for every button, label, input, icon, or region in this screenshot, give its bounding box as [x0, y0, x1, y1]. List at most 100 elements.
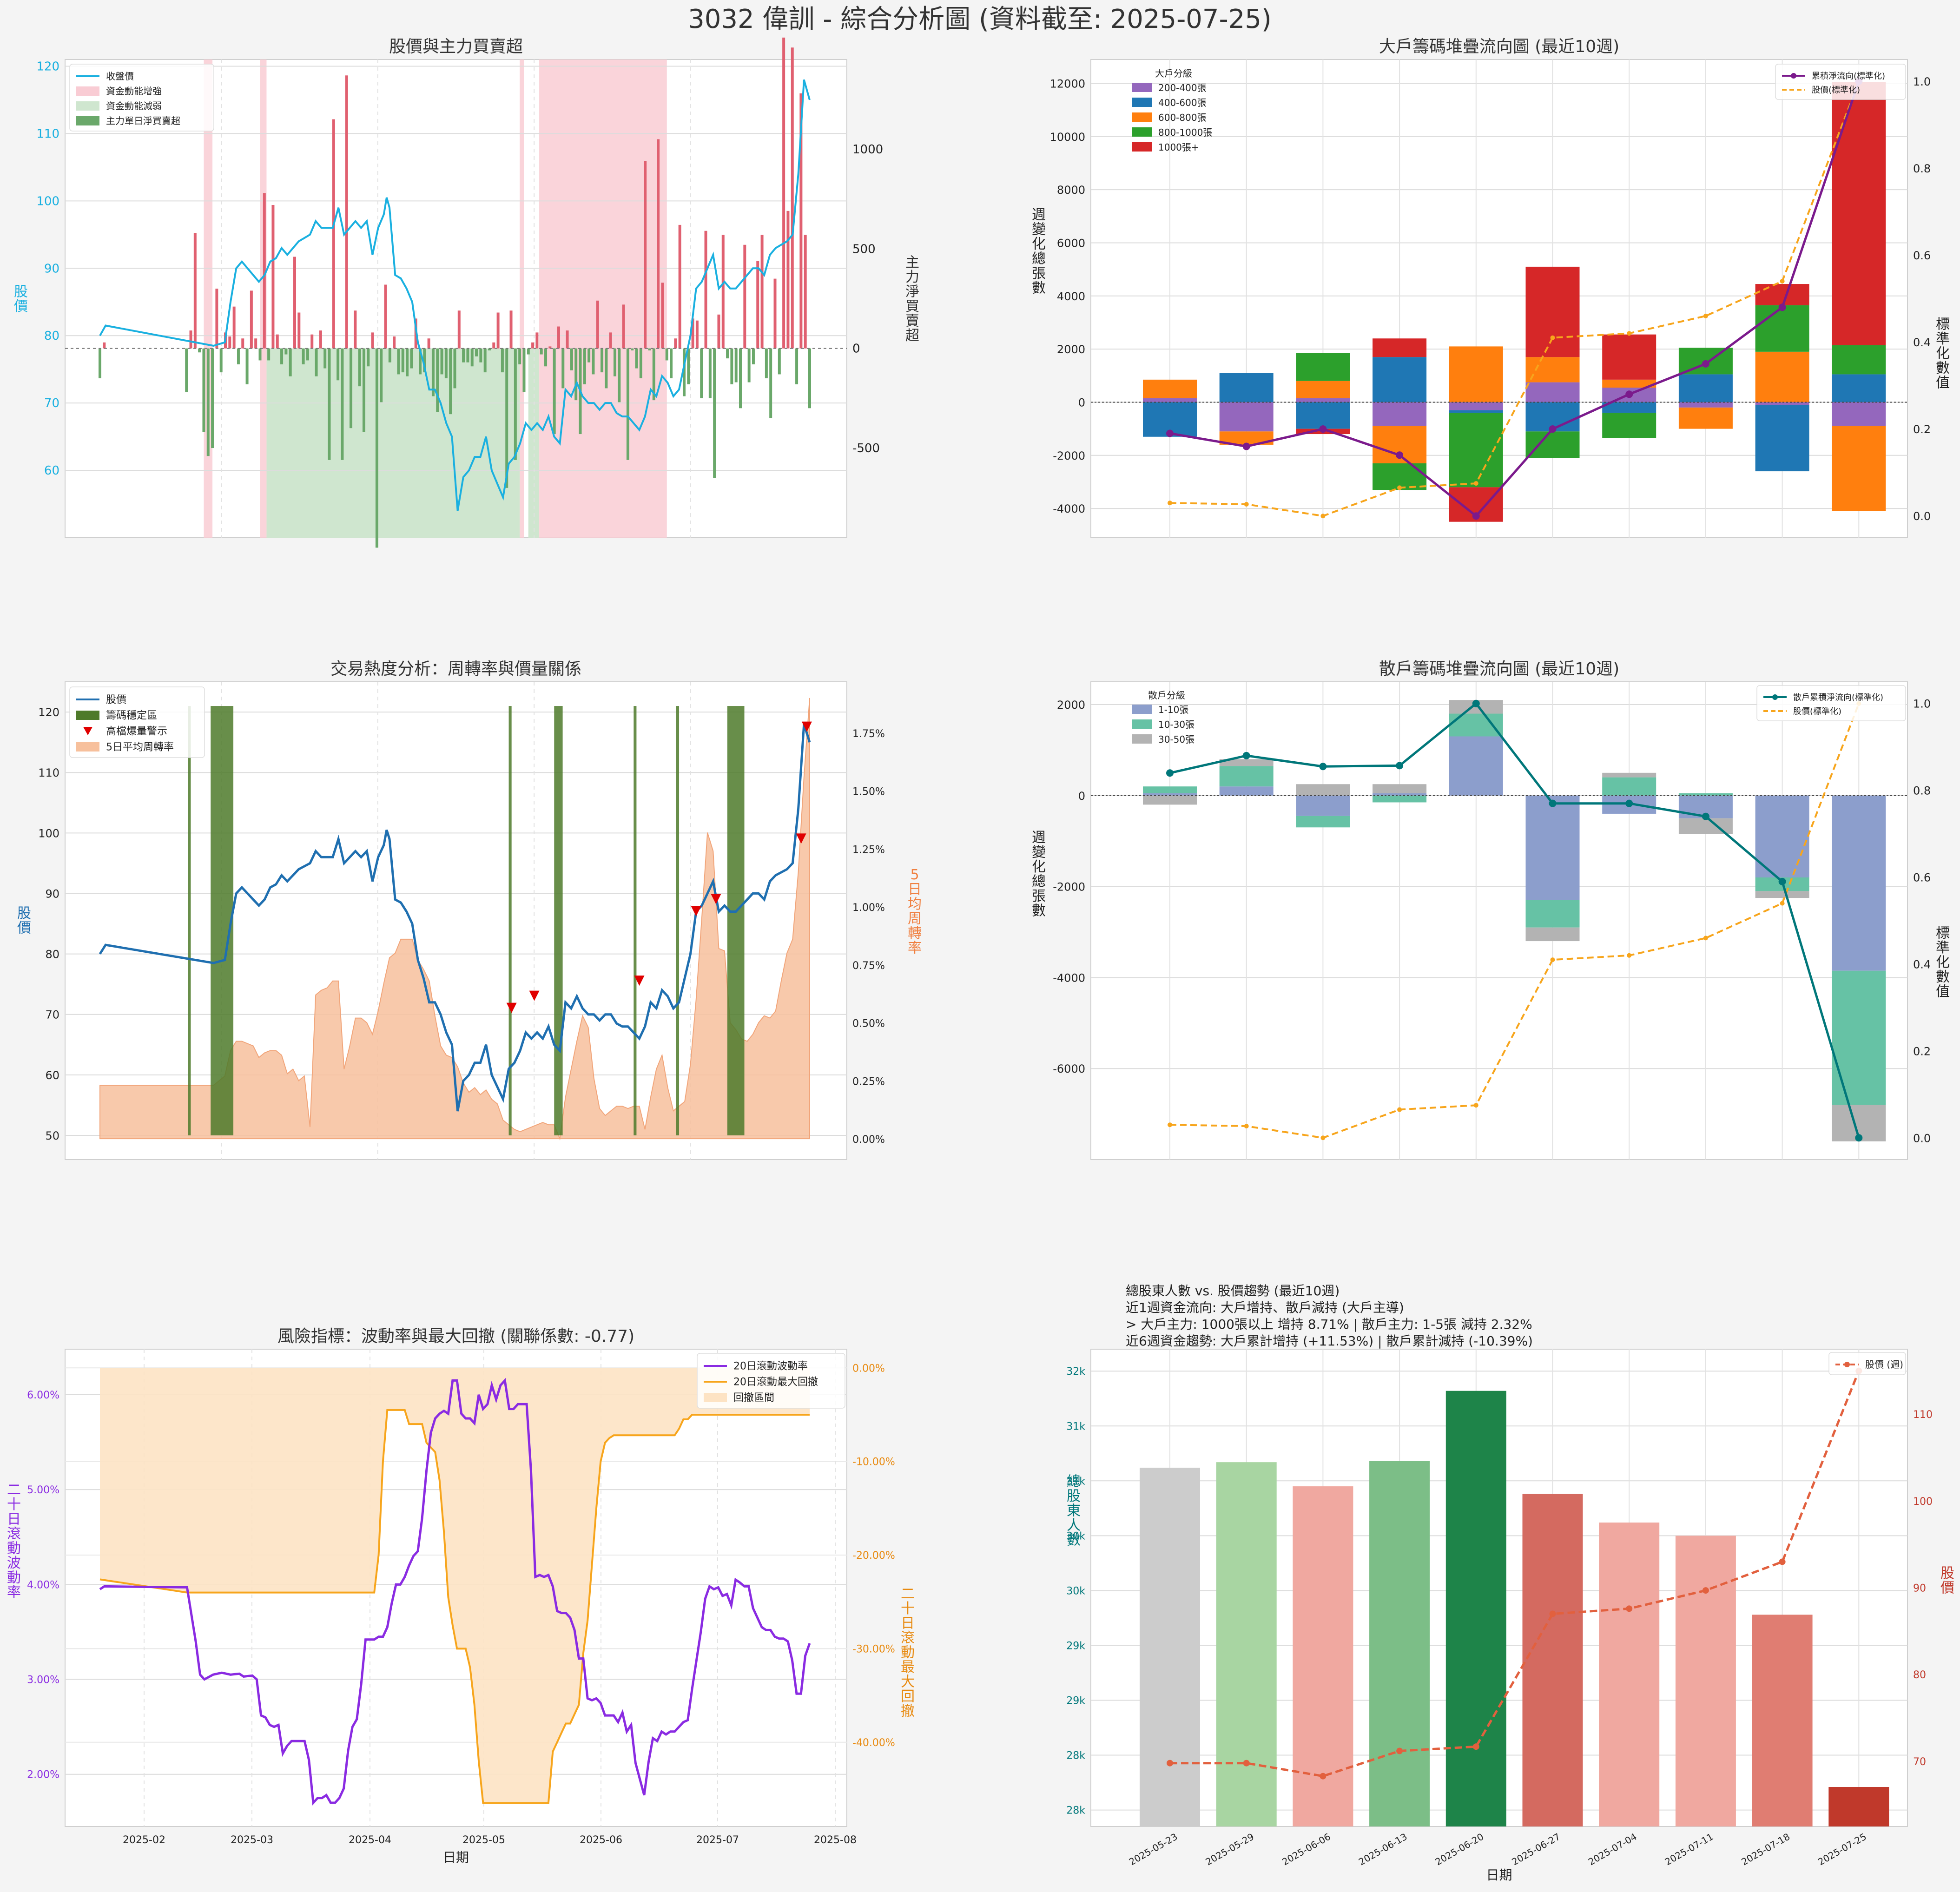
- p6-left-tick: 30k: [1066, 1530, 1085, 1542]
- p3-left-tick: 120: [38, 706, 59, 719]
- p2-stack-segment: [1296, 402, 1350, 429]
- p3-right-tick: 1.50%: [852, 786, 885, 798]
- p1-flow-bar: [626, 348, 629, 460]
- p1-flow-bar: [769, 348, 772, 418]
- p4-legend-swatch: [1132, 734, 1152, 744]
- p2-left-tick: 12000: [1050, 77, 1085, 90]
- p3-right-tick: 1.75%: [852, 728, 885, 740]
- p3-warning-marker: [634, 976, 645, 986]
- p4-stack-segment: [1832, 795, 1886, 971]
- p6-ylabel-left: 股: [1067, 1488, 1081, 1504]
- p1-flow-bar: [475, 348, 478, 356]
- p1-flow-bar: [470, 348, 474, 367]
- p2-ylabel-left: 數: [1032, 280, 1046, 296]
- p1-flow-bar: [362, 348, 365, 432]
- p5-ylabel-left: 動: [7, 1540, 21, 1556]
- p5-legend-frame: [697, 1353, 845, 1409]
- p6-x-tick: 2025-05-23: [1127, 1831, 1180, 1868]
- p1-flow-bar: [765, 348, 768, 378]
- p2-right-tick: 0.8: [1913, 162, 1931, 175]
- p2-stack-segment: [1373, 338, 1427, 357]
- p1-flow-bar: [267, 348, 271, 361]
- p1-flow-bar: [250, 290, 253, 349]
- p2-cum-flow-marker: [1549, 425, 1557, 433]
- p1-flow-bar: [449, 348, 452, 415]
- p2-stack-segment: [1296, 353, 1350, 381]
- p4-right-tick: 0.6: [1913, 871, 1931, 884]
- p5-ylabel-right: 最: [901, 1659, 915, 1675]
- p5-left-tick: 5.00%: [27, 1484, 59, 1496]
- p1-flow-bar: [323, 348, 327, 369]
- p1-flow-bar: [522, 348, 526, 393]
- p1-flow-bar: [457, 310, 461, 349]
- p1-flow-bar: [682, 348, 686, 396]
- p1-ylabel-left: 股: [14, 283, 28, 300]
- p2-stack-segment: [1832, 82, 1886, 345]
- p1-flow-bar: [410, 348, 413, 369]
- p2-price-norm-marker: [1473, 481, 1478, 486]
- p3-warning-marker: [801, 721, 812, 732]
- p1-flow-bar: [622, 304, 625, 349]
- p6-price-marker: [1243, 1760, 1250, 1767]
- p3-legend-label: 5日平均周轉率: [106, 742, 174, 753]
- p5-title: 風險指標：波動率與最大回撤 (關聯係數: -0.77): [277, 1327, 634, 1346]
- p6-title-line: 總股東人數 vs. 股價趨勢 (最近10週): [1126, 1283, 1340, 1299]
- p4-legend-label: 30-50張: [1158, 734, 1194, 745]
- p5-ylabel-left: 滾: [7, 1526, 21, 1542]
- p4-stack-segment: [1296, 795, 1350, 816]
- p1-flow-bar: [393, 336, 396, 349]
- p2-stack-segment: [1678, 374, 1733, 402]
- p2-ylabel-right: 標: [1936, 316, 1950, 333]
- p5-legend-label: 回撤區間: [733, 1392, 774, 1404]
- p1-flow-bar: [444, 348, 448, 378]
- p5-ylabel-right: 大: [901, 1674, 915, 1690]
- p5-x-tick: 2025-08: [814, 1834, 857, 1846]
- p3-left-tick: 80: [45, 948, 59, 961]
- p1-flow-bar: [695, 320, 699, 349]
- p4-stack-segment: [1219, 759, 1274, 766]
- p1-right-tick: -500: [852, 442, 880, 455]
- p4-legend-label: 1-10張: [1158, 704, 1188, 715]
- p2-legend-label: 200-400張: [1158, 82, 1207, 93]
- p5-ylabel-left: 率: [7, 1584, 21, 1601]
- p2-stack-segment: [1525, 382, 1580, 402]
- p2-stack-segment: [1678, 402, 1733, 408]
- p2-ylabel-right: 數: [1936, 360, 1950, 376]
- p3-ylabel-left: 價: [17, 920, 31, 936]
- p5-x-tick: 2025-06: [580, 1834, 622, 1846]
- p5-xlabel: 日期: [443, 1850, 469, 1865]
- p1-flow-bar: [406, 348, 409, 376]
- p1-ylabel-right: 買: [905, 298, 919, 315]
- p1-left-tick: 70: [44, 396, 59, 410]
- p1-flow-bar: [423, 348, 426, 373]
- p1-left-tick: 120: [36, 59, 59, 73]
- p3-legend-label: 股價: [106, 694, 126, 706]
- p4-price-norm-line: [1169, 703, 1860, 1139]
- p6-ylabel-left: 總: [1067, 1474, 1081, 1490]
- p6-title-line: 近1週資金流向: 大戶增持、散戶減持 (大戶主導): [1126, 1300, 1404, 1315]
- p5-ylabel-right: 二: [901, 1586, 915, 1602]
- p1-flow-bar: [462, 348, 465, 363]
- p6-ylabel-left: 人: [1067, 1517, 1081, 1534]
- p2-cum-flow-marker: [1778, 303, 1786, 311]
- p4-stack-segment: [1296, 816, 1350, 828]
- p1-flow-bar: [548, 346, 552, 349]
- p1-ylabel-left: 價: [14, 298, 28, 315]
- p4-ylabel-right: 數: [1936, 969, 1950, 985]
- p1-pink-zone: [520, 59, 524, 538]
- p6-holder-bar: [1216, 1462, 1277, 1826]
- p2-left-tick: 4000: [1057, 290, 1085, 303]
- p4-price-norm-marker: [1627, 953, 1632, 958]
- p1-title: 股價與主力買賣超: [389, 37, 523, 56]
- p2-stack-segment: [1755, 405, 1809, 472]
- p1-flow-bar: [271, 204, 275, 349]
- p6-x-tick: 2025-06-06: [1280, 1831, 1333, 1868]
- p3-right-tick: 0.75%: [852, 960, 885, 972]
- p1-left-tick: 80: [44, 329, 59, 343]
- p4-legend-label: 10-30張: [1158, 719, 1194, 730]
- p6-x-tick: 2025-07-18: [1739, 1831, 1792, 1868]
- p4-stack-segment: [1832, 970, 1886, 1105]
- p1-flow-bar: [739, 348, 742, 409]
- p2-stack-segment: [1449, 413, 1503, 488]
- p1-flow-bar: [185, 348, 188, 393]
